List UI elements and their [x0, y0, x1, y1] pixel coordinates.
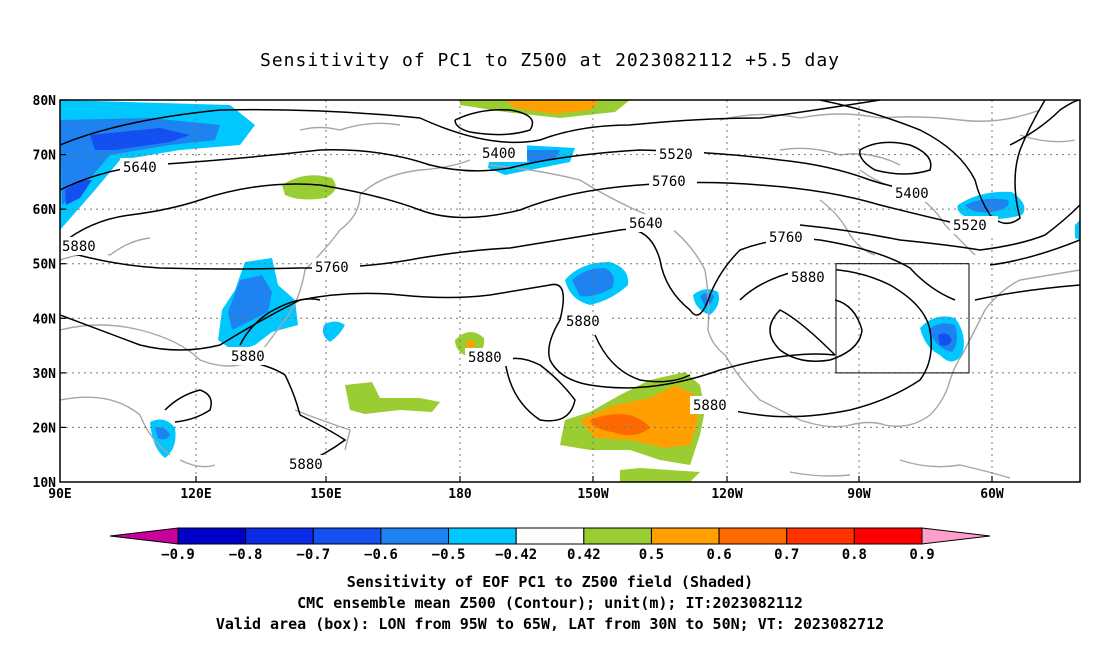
shade-positive-region — [345, 382, 440, 414]
colorbar-box — [177, 527, 247, 545]
colorbar-tick-label: 0.5 — [639, 547, 664, 563]
colorbar-tick-label: −0.6 — [364, 547, 398, 563]
chart-title: Sensitivity of PC1 to Z500 at 2023082112… — [259, 50, 840, 71]
contour-label: 5520 — [659, 147, 693, 163]
sensitivity-map: 5400 5520 5640 5760 5880 5640 5760 5760 … — [33, 94, 1081, 502]
contour-label: 5880 — [468, 350, 502, 366]
colorbar-tick-label: 0.6 — [706, 547, 731, 563]
contour-label: 5640 — [629, 216, 663, 232]
contour-label: 5880 — [289, 457, 323, 473]
colorbar-tick-label: −0.7 — [296, 547, 330, 563]
shade-negative-region — [1075, 220, 1080, 240]
contour-label: 5400 — [482, 146, 516, 162]
colorbar-box — [583, 527, 652, 545]
shade-positive-region — [620, 468, 700, 482]
contour-label: 5760 — [652, 174, 686, 190]
colorbar-tick-label: −0.9 — [161, 547, 195, 563]
caption-contour: CMC ensemble mean Z500 (Contour); unit(m… — [297, 594, 803, 612]
colorbar-tick-label: −0.42 — [495, 547, 537, 563]
lon-label: 150W — [577, 487, 608, 502]
shade-positive-region — [580, 385, 698, 448]
lon-label: 60W — [980, 487, 1004, 502]
lon-label: 90E — [48, 487, 71, 502]
latitude-labels: 80N 70N 60N 50N 40N 30N 20N 10N — [33, 94, 57, 491]
contour-labels: 5400 5520 5640 5760 5880 5640 5760 5760 … — [60, 144, 998, 473]
lon-label: 120E — [180, 487, 211, 502]
contour-label: 5880 — [231, 349, 265, 365]
shade-negative-region — [155, 427, 170, 440]
colorbar-box — [718, 527, 788, 545]
colorbar-end-high — [921, 527, 991, 545]
colorbar-tick-label: −0.5 — [432, 547, 466, 563]
shade-positive-region — [282, 175, 336, 200]
contour-label: 5880 — [693, 398, 727, 414]
lat-label: 50N — [33, 258, 57, 273]
colorbar-tick-label: 0.9 — [909, 547, 934, 563]
colorbar-tick-label: 0.8 — [842, 547, 867, 563]
axis-ticks — [60, 99, 993, 482]
colorbar-box — [448, 527, 517, 545]
shade-negative-region — [572, 268, 614, 297]
captions: Sensitivity of EOF PC1 to Z500 field (Sh… — [0, 572, 1100, 635]
colorbar-box — [380, 527, 450, 545]
contour-label: 5640 — [123, 160, 157, 176]
valid-area-box — [835, 263, 970, 374]
lon-label: 180 — [448, 487, 472, 502]
shade-negative-region — [700, 293, 714, 306]
colorbar: −0.9 −0.8 −0.7 −0.6 −0.5 −0.42 0.42 0.5 0.6 0.7 0.… — [109, 527, 991, 563]
colorbar-box — [786, 527, 855, 545]
colorbar-boxes — [109, 527, 991, 545]
colorbar-box — [245, 527, 314, 545]
longitude-labels: 90E 120E 150E 180 150W 120W 90W 60W — [48, 487, 1004, 502]
shade-positive-region — [505, 100, 600, 114]
contour-label: 5400 — [895, 186, 929, 202]
colorbar-tick-label: 0.7 — [774, 547, 799, 563]
colorbar-tick-label: −0.8 — [229, 547, 263, 563]
colorbar-box — [312, 527, 382, 545]
lon-label: 150E — [310, 487, 341, 502]
caption-shading: Sensitivity of EOF PC1 to Z500 field (Sh… — [346, 573, 754, 591]
colorbar-labels: −0.9 −0.8 −0.7 −0.6 −0.5 −0.42 0.42 0.5 0.6 0.7 0.… — [161, 547, 935, 563]
lat-label: 40N — [33, 312, 57, 327]
shade-negative-region — [65, 180, 92, 205]
shade-positive-region — [590, 414, 650, 436]
shade-positive-region — [466, 340, 476, 348]
coastlines — [60, 109, 1080, 479]
colorbar-tick-label: 0.42 — [567, 547, 601, 563]
graticule — [60, 100, 1080, 482]
contour-label: 5520 — [953, 218, 987, 234]
colorbar-box — [853, 527, 923, 545]
contour-label: 5880 — [566, 314, 600, 330]
caption-valid-area: Valid area (box): LON from 95W to 65W, L… — [215, 615, 885, 633]
lat-label: 10N — [33, 476, 57, 491]
lat-label: 80N — [33, 94, 57, 109]
shade-negative-region — [938, 333, 952, 346]
map-frame — [59, 99, 1081, 483]
contour-label: 5760 — [315, 260, 349, 276]
lat-label: 20N — [33, 421, 57, 436]
lon-label: 120W — [711, 487, 742, 502]
lat-label: 60N — [33, 203, 57, 218]
contour-label: 5880 — [62, 239, 96, 255]
contour-label: 5760 — [769, 230, 803, 246]
lat-label: 30N — [33, 367, 57, 382]
colorbar-box — [515, 527, 585, 545]
lon-label: 90W — [847, 487, 871, 502]
shade-negative-region — [90, 128, 190, 150]
z500-contours — [60, 100, 1080, 466]
colorbar-box — [650, 527, 720, 545]
contour-label: 5880 — [791, 270, 825, 286]
shade-negative-region — [228, 275, 272, 330]
colorbar-end-low — [109, 527, 179, 545]
shade-negative-region — [322, 321, 345, 342]
lat-label: 70N — [33, 149, 57, 164]
